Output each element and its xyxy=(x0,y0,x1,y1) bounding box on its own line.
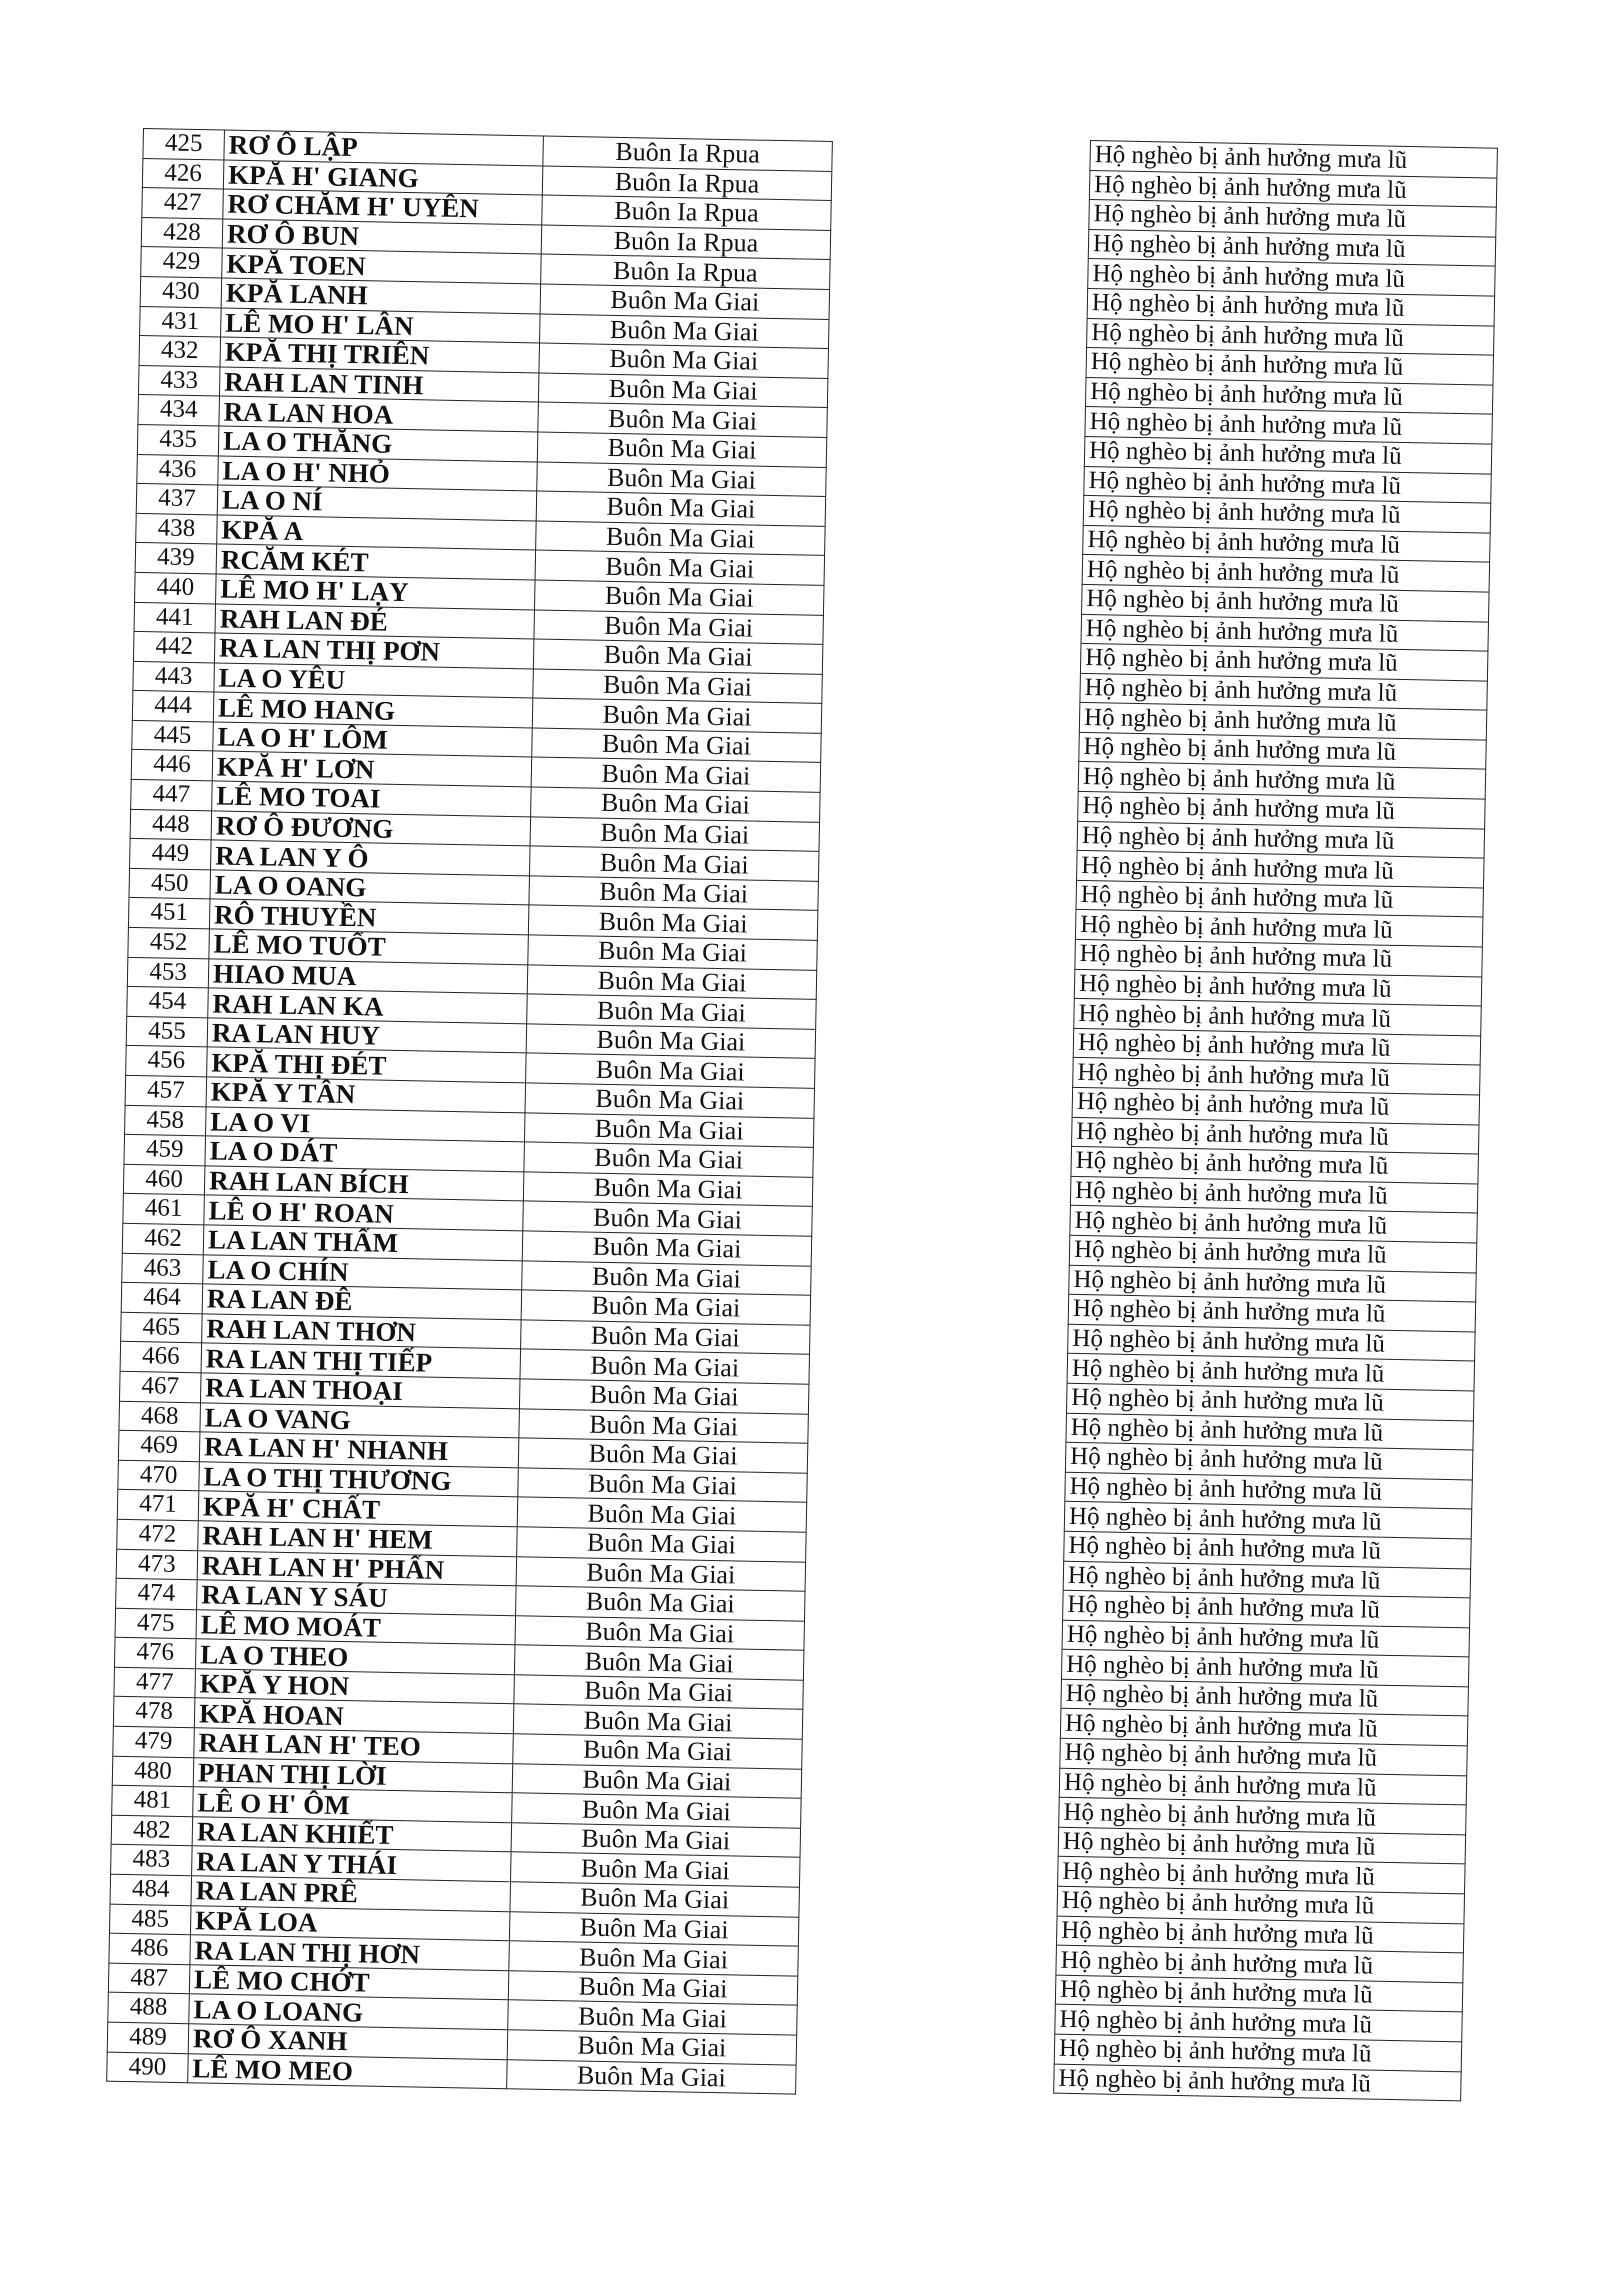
household-table: 425 RƠ Ô LẬP Buôn Ia Rpua 426 KPĂ H' GIANG Bu… xyxy=(106,128,833,2095)
row-number: 445 xyxy=(131,720,214,752)
row-number: 469 xyxy=(118,1430,200,1462)
row-number: 461 xyxy=(122,1193,205,1225)
row-number: 446 xyxy=(131,749,213,781)
row-number: 429 xyxy=(140,246,223,278)
row-number: 451 xyxy=(128,897,210,929)
row-number: 438 xyxy=(135,513,218,545)
status-row: Hộ nghèo bị ảnh hưởng mưa lũ xyxy=(1053,2063,1462,2102)
row-number: 481 xyxy=(111,1785,194,1817)
row-number: 463 xyxy=(121,1252,204,1284)
row-number: 447 xyxy=(130,779,213,811)
village-name: Buôn Ma Giai xyxy=(506,2059,797,2095)
row-number: 430 xyxy=(140,276,222,308)
row-number: 478 xyxy=(113,1696,195,1728)
row-number: 486 xyxy=(108,1933,191,1965)
row-number: 474 xyxy=(115,1578,198,1610)
row-number: 466 xyxy=(120,1341,202,1373)
row-number: 470 xyxy=(117,1459,200,1492)
row-number: 483 xyxy=(110,1844,193,1876)
row-number: 443 xyxy=(132,661,215,693)
row-number: 425 xyxy=(142,128,225,160)
row-number: 440 xyxy=(134,572,217,604)
row-number: 448 xyxy=(130,809,212,841)
row-number: 476 xyxy=(114,1637,197,1669)
row-number: 489 xyxy=(107,2022,189,2054)
row-number: 456 xyxy=(125,1045,208,1077)
row-number: 454 xyxy=(126,986,209,1018)
row-number: 479 xyxy=(112,1726,195,1758)
row-number: 472 xyxy=(116,1519,199,1551)
row-number: 431 xyxy=(139,306,222,338)
row-number: 468 xyxy=(118,1400,201,1432)
row-number: 477 xyxy=(113,1667,196,1699)
row-number: 464 xyxy=(121,1282,203,1314)
row-number: 435 xyxy=(137,424,219,456)
row-number: 487 xyxy=(108,1962,190,1995)
row-number: 450 xyxy=(128,868,211,900)
row-number: 441 xyxy=(134,601,216,634)
row-number: 488 xyxy=(107,1992,190,2024)
row-number: 462 xyxy=(122,1223,204,1255)
row-number: 428 xyxy=(141,217,223,249)
row-number: 480 xyxy=(112,1755,194,1787)
row-number: 458 xyxy=(124,1104,207,1137)
row-number: 460 xyxy=(123,1164,205,1196)
row-number: 457 xyxy=(125,1075,207,1107)
household-name: LÊ MO MEO xyxy=(187,2053,508,2089)
row-number: 437 xyxy=(136,483,218,515)
row-number: 485 xyxy=(109,1903,192,1935)
row-number: 449 xyxy=(129,838,212,870)
row-number: 426 xyxy=(142,158,224,190)
row-number: 439 xyxy=(135,542,217,574)
row-number: 465 xyxy=(120,1312,203,1344)
row-number: 444 xyxy=(132,690,214,722)
row-number: 434 xyxy=(137,394,220,426)
row-number: 442 xyxy=(133,631,215,663)
status-table: Hộ nghèo bị ảnh hưởng mưa lũ Hộ nghèo bị … xyxy=(1053,140,1498,2102)
row-number: 473 xyxy=(116,1548,198,1580)
status-cell: Hộ nghèo bị ảnh hưởng mưa lũ xyxy=(1053,2063,1462,2102)
row-number: 475 xyxy=(115,1607,197,1640)
row-number: 484 xyxy=(110,1874,192,1906)
row-number: 433 xyxy=(138,365,221,397)
row-number: 467 xyxy=(119,1371,202,1403)
row-number: 453 xyxy=(127,956,209,989)
row-number: 490 xyxy=(106,2051,189,2083)
row-number: 459 xyxy=(123,1134,206,1166)
row-number: 436 xyxy=(136,453,219,486)
row-number: 482 xyxy=(111,1815,193,1847)
row-number: 427 xyxy=(141,187,224,219)
row-number: 471 xyxy=(117,1489,199,1521)
row-number: 452 xyxy=(127,927,210,959)
row-number: 432 xyxy=(139,335,221,367)
row-number: 455 xyxy=(126,1016,208,1048)
